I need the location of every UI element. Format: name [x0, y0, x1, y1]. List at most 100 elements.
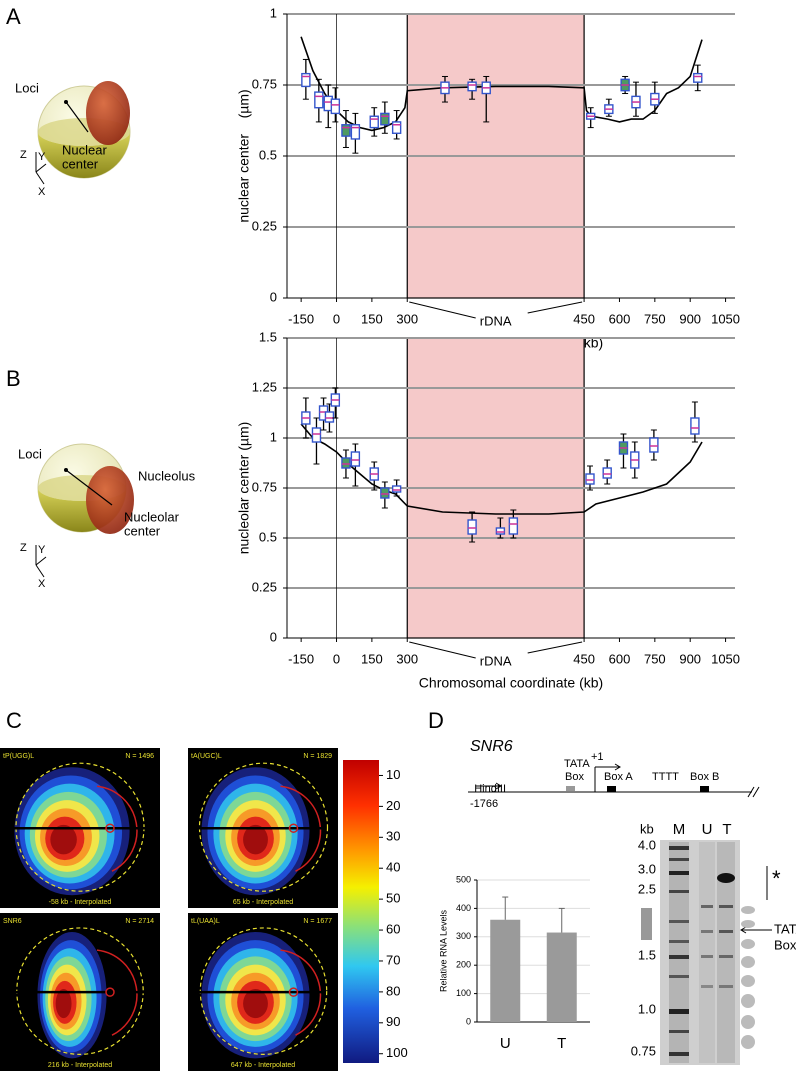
box — [508, 517, 519, 535]
box — [341, 457, 351, 469]
x-tick-label: 900 — [679, 311, 701, 326]
nucleolus-outline — [280, 785, 322, 872]
gel-unit: kb — [640, 821, 654, 836]
colorbar-label: 30 — [386, 829, 400, 844]
y-tick-label: 0 — [466, 1016, 471, 1026]
box-plot — [585, 465, 595, 491]
size-label: 0.75 — [631, 1043, 656, 1058]
heatmap — [0, 913, 160, 1071]
box-plot — [690, 401, 700, 443]
box — [391, 485, 402, 493]
lane-label: M — [673, 821, 686, 838]
box-plot — [618, 433, 629, 469]
x-tick-label: 150 — [361, 651, 383, 666]
box-plot — [620, 75, 630, 95]
y-axis-label: nuclear center (µm) — [236, 89, 252, 222]
lane-label: T — [722, 821, 731, 838]
box — [649, 437, 659, 453]
bracket — [527, 301, 583, 314]
box-plot — [440, 75, 450, 103]
center-label: Nucleolar — [124, 509, 180, 524]
x-tick-label: -150 — [288, 651, 314, 666]
box — [311, 427, 322, 443]
colorbar-label: 10 — [386, 767, 400, 782]
axis-letter: Z — [20, 542, 27, 554]
loci-label: Loci — [18, 446, 42, 461]
x-tick-label: 450 — [573, 651, 595, 666]
heatmap-title: tL(UAA)L — [191, 918, 220, 925]
axis-letter: Y — [38, 544, 46, 556]
panel-label: A — [6, 4, 21, 29]
box-plot — [495, 517, 506, 539]
nucleolus-outline — [96, 949, 138, 1036]
y-axis-label: nucleolar center (µm) — [236, 422, 252, 555]
model-curve — [300, 423, 703, 515]
box-plot — [631, 81, 641, 117]
box — [391, 121, 402, 134]
panel-label: C — [6, 708, 22, 733]
box-label: Box A — [604, 771, 633, 783]
y-tick-label: 100 — [456, 988, 471, 998]
colorbar-label: 50 — [386, 891, 400, 906]
nucleolar-center — [105, 987, 115, 997]
x-tick-label: 750 — [644, 651, 666, 666]
density-contour — [243, 989, 268, 1019]
tata-label: TATA — [564, 758, 590, 770]
heatmap-count: N = 1496 — [125, 753, 154, 760]
nucleolar-center — [288, 823, 299, 833]
panel-label: B — [6, 366, 21, 391]
x-tick-label: 900 — [679, 651, 701, 666]
sphere-diagram — [35, 81, 131, 185]
y-tick-label: 1 — [270, 5, 277, 20]
box-label: Box B — [690, 771, 719, 783]
box-plot — [350, 443, 361, 487]
box-plot — [481, 75, 491, 123]
colorbar-label: 100 — [386, 1045, 408, 1060]
heatmap-caption: 216 kb - Interpolated — [48, 1062, 112, 1069]
heatmap-count: N = 2714 — [125, 918, 154, 925]
y-tick-label: 200 — [456, 960, 471, 970]
box-plot — [311, 417, 322, 465]
colorbar-label: 90 — [386, 1014, 400, 1029]
colorbar-label: 60 — [386, 921, 400, 936]
box-plot — [650, 81, 660, 114]
heatmap-caption: -58 kb - Interpolated — [49, 899, 112, 906]
box — [602, 467, 612, 479]
size-label: 2.5 — [638, 881, 656, 896]
nucleolar-center — [288, 987, 299, 997]
bracket — [409, 301, 476, 319]
box — [314, 91, 324, 109]
box-plot — [391, 110, 402, 140]
box-plot — [585, 107, 596, 129]
heatmap-caption: 65 kb - Interpolated — [233, 899, 293, 906]
bracket — [409, 641, 476, 659]
tata-label: Box — [774, 937, 796, 952]
tttt-label: TTTT — [652, 771, 679, 783]
box-plot — [330, 387, 341, 419]
panel-label: D — [428, 708, 444, 733]
box — [350, 124, 361, 140]
box-plot — [604, 98, 614, 117]
axis-letter: Z — [20, 149, 27, 161]
y-tick-label: 0.5 — [259, 147, 277, 162]
heatmap-count: N = 1829 — [303, 753, 332, 760]
heatmap — [188, 913, 338, 1071]
loci-label: Loci — [15, 80, 39, 95]
box-plot — [467, 511, 477, 543]
center-label: center — [124, 523, 161, 538]
box-plot — [602, 459, 612, 485]
axis-letter: Y — [38, 151, 46, 163]
y-tick-label: 300 — [456, 931, 471, 941]
nuclear-outline — [198, 762, 329, 892]
site-label: HindIII — [474, 783, 506, 795]
box-plot — [314, 78, 324, 123]
colorbar-label: 80 — [386, 983, 400, 998]
tata-label: Box — [565, 771, 584, 783]
y-tick-label: 0.25 — [252, 218, 277, 233]
center-label: Nuclear — [62, 142, 107, 157]
tss-label: +1 — [591, 751, 604, 763]
heatmap-title: SNR6 — [3, 918, 22, 925]
box-plot — [649, 429, 659, 461]
heatmap — [188, 748, 338, 908]
